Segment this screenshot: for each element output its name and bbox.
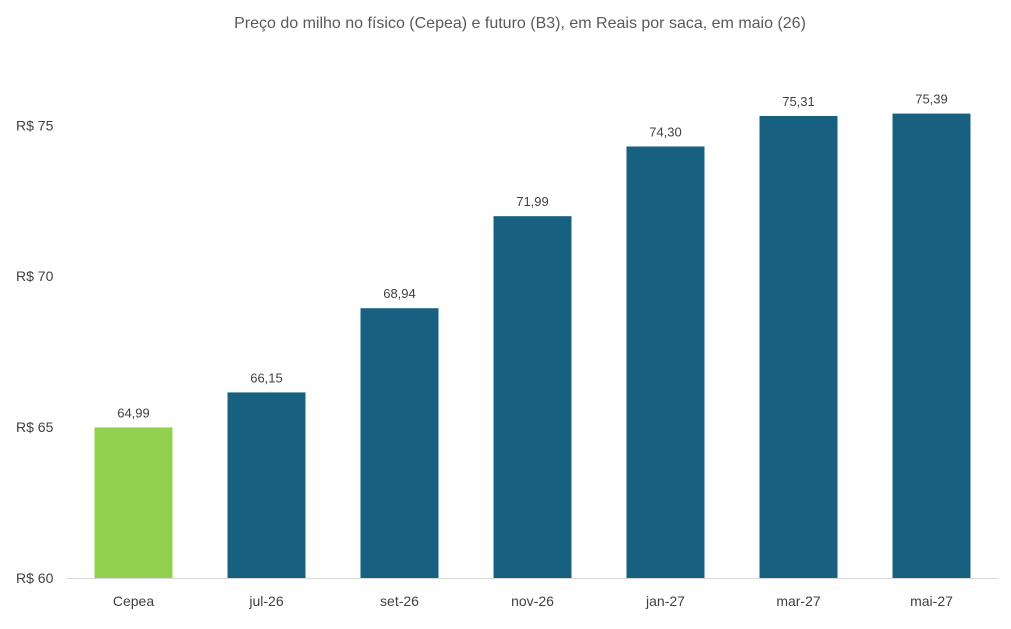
- x-tick-label: jan-27: [645, 593, 685, 609]
- y-axis: R$ 60 R$ 65 R$ 70 R$ 75: [16, 117, 54, 586]
- value-labels-group: 64,99 66,15 68,94 71,99 74,30 75,31 75,39: [117, 92, 948, 421]
- bar: [227, 392, 306, 578]
- bar-value-label: 66,15: [250, 370, 283, 385]
- y-tick-label: R$ 65: [16, 419, 54, 435]
- chart-title: Preço do milho no físico (Cepea) e futur…: [234, 15, 806, 32]
- bar-value-label: 75,31: [782, 94, 815, 109]
- x-tick-label: jul-26: [248, 593, 283, 609]
- x-tick-label: mar-27: [776, 593, 821, 609]
- x-labels-group: Cepea jul-26 set-26 nov-26 jan-27 mar-27 mai-2…: [113, 593, 953, 609]
- bar: [94, 427, 173, 578]
- bar: [493, 216, 572, 578]
- bar: [892, 113, 971, 579]
- x-tick-label: Cepea: [113, 593, 154, 609]
- bar: [626, 146, 705, 578]
- x-tick-label: set-26: [380, 593, 419, 609]
- bar-value-label: 68,94: [383, 286, 416, 301]
- bar-value-label: 64,99: [117, 405, 150, 420]
- bars-group: [94, 113, 971, 579]
- bar-value-label: 71,99: [516, 194, 549, 209]
- y-tick-label: R$ 75: [16, 117, 54, 133]
- x-tick-label: nov-26: [511, 593, 554, 609]
- bar-value-label: 74,30: [649, 124, 682, 139]
- bar-value-label: 75,39: [915, 92, 948, 107]
- bar: [360, 308, 439, 578]
- x-tick-label: mai-27: [910, 593, 953, 609]
- y-tick-label: R$ 70: [16, 268, 54, 284]
- y-tick-label: R$ 60: [16, 570, 54, 586]
- bar: [759, 115, 838, 579]
